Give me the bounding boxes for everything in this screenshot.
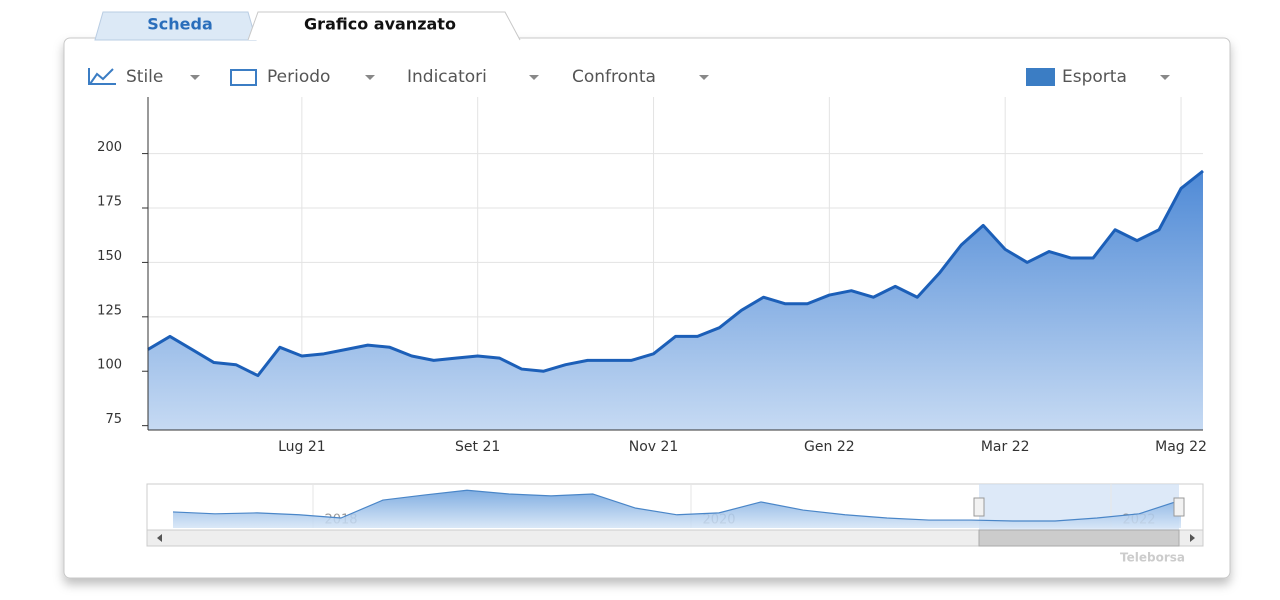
tab[interactable] [94, 11, 257, 41]
toolbar-item[interactable]: Periodo [267, 67, 330, 87]
icon [230, 69, 257, 86]
x-tick-label: Mag 22 [1155, 439, 1207, 455]
tab-label[interactable]: Scheda [147, 15, 213, 34]
y-tick-label: 100 [97, 358, 122, 373]
x-tick-label: Lug 21 [278, 439, 326, 455]
area [148, 171, 1203, 430]
line [147, 169, 1204, 378]
carets [190, 75, 1170, 80]
handle[interactable] [1173, 497, 1185, 517]
toolbar-item[interactable]: Indicatori [407, 67, 487, 87]
tab-active[interactable] [247, 11, 521, 41]
icon [88, 68, 116, 85]
credit: Teleborsa [1120, 551, 1185, 565]
scrollbar-thumb[interactable] [978, 529, 1180, 547]
toolbar-item[interactable]: Esporta [1062, 67, 1127, 87]
tab-label[interactable]: Grafico avanzato [304, 15, 456, 34]
y-tick-label: 175 [97, 195, 122, 210]
x-tick-label: Nov 21 [629, 439, 679, 455]
icon [89, 68, 114, 85]
y-tick-label: 125 [97, 303, 122, 318]
x-tick-label: Mar 22 [981, 439, 1030, 455]
scrollbar[interactable] [146, 529, 1204, 547]
icon [1026, 68, 1055, 86]
toolbar-item[interactable]: Confronta [572, 67, 656, 87]
line [172, 489, 1182, 522]
toolbar-item[interactable]: Stile [126, 67, 163, 87]
y-tick-label: 200 [97, 140, 122, 155]
handle[interactable] [973, 497, 985, 517]
toolbar [88, 68, 1055, 86]
x-tick-label: Gen 22 [804, 439, 855, 455]
panel [63, 37, 1231, 579]
area [173, 490, 1181, 528]
y-tick-label: 150 [97, 249, 122, 264]
y-tick-label: 75 [105, 412, 122, 427]
x-tick-label: Set 21 [455, 439, 500, 455]
navigator: 201820202022 [172, 484, 1182, 528]
